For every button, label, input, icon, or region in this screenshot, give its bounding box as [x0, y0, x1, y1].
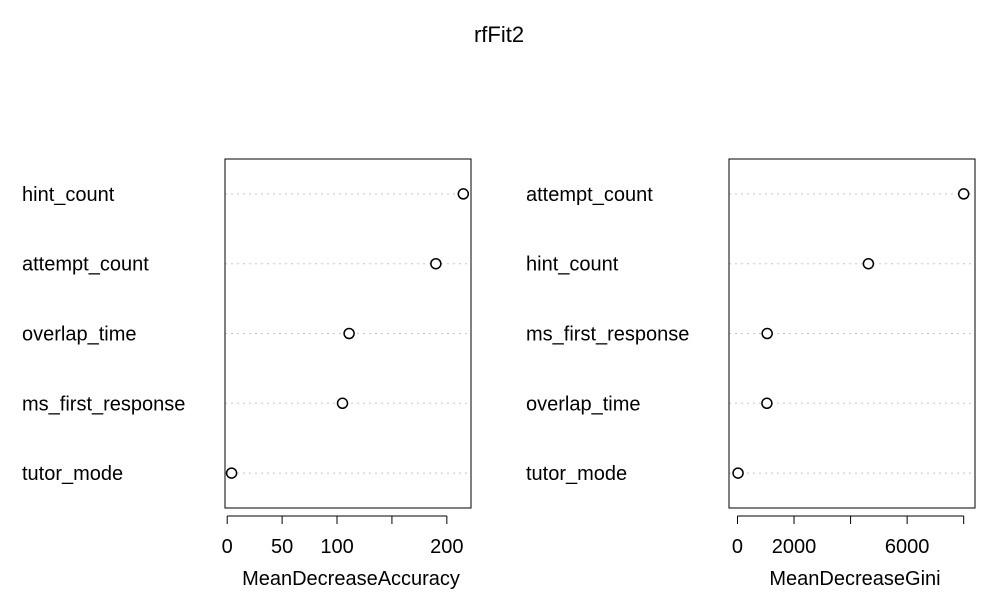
data-point: [761, 397, 773, 410]
category-label: ms_first_response: [526, 324, 689, 346]
data-point: [336, 397, 349, 410]
x-tick-label: 0: [222, 536, 233, 558]
category-label: overlap_time: [526, 393, 641, 415]
category-label: hint_count: [22, 184, 115, 206]
plot-frame: [728, 158, 976, 509]
x-tick-label: 0: [732, 536, 743, 558]
category-label: tutor_mode: [526, 463, 627, 485]
data-point: [732, 467, 744, 479]
x-tick-label: 50: [271, 536, 293, 558]
plot-frame: [224, 158, 472, 509]
category-label: attempt_count: [22, 254, 149, 276]
data-point: [457, 188, 470, 200]
category-label: overlap_time: [22, 324, 137, 346]
category-label: hint_count: [526, 254, 619, 276]
x-tick-label: 2000: [772, 536, 817, 558]
data-point: [957, 188, 970, 200]
data-point: [225, 467, 238, 479]
category-label: attempt_count: [526, 184, 653, 206]
x-tick-label: 200: [430, 536, 463, 558]
category-label: tutor_mode: [22, 463, 123, 485]
chart-panel-2: attempt_count hint_count ms_first_response…: [526, 158, 976, 590]
chart-title: rfFit2: [474, 22, 524, 47]
data-point: [862, 257, 875, 270]
data-point: [761, 327, 773, 340]
category-label: ms_first_response: [22, 393, 185, 415]
x-axis-label: MeanDecreaseAccuracy: [242, 568, 460, 590]
x-tick-label: 100: [320, 536, 353, 558]
data-point: [430, 257, 442, 270]
chart-panel-1: hint_count attempt_count overlap_time ms_fi…: [22, 158, 472, 590]
x-tick-label: 6000: [885, 536, 930, 558]
x-axis-label: MeanDecreaseGini: [769, 568, 940, 590]
data-point: [343, 327, 355, 340]
